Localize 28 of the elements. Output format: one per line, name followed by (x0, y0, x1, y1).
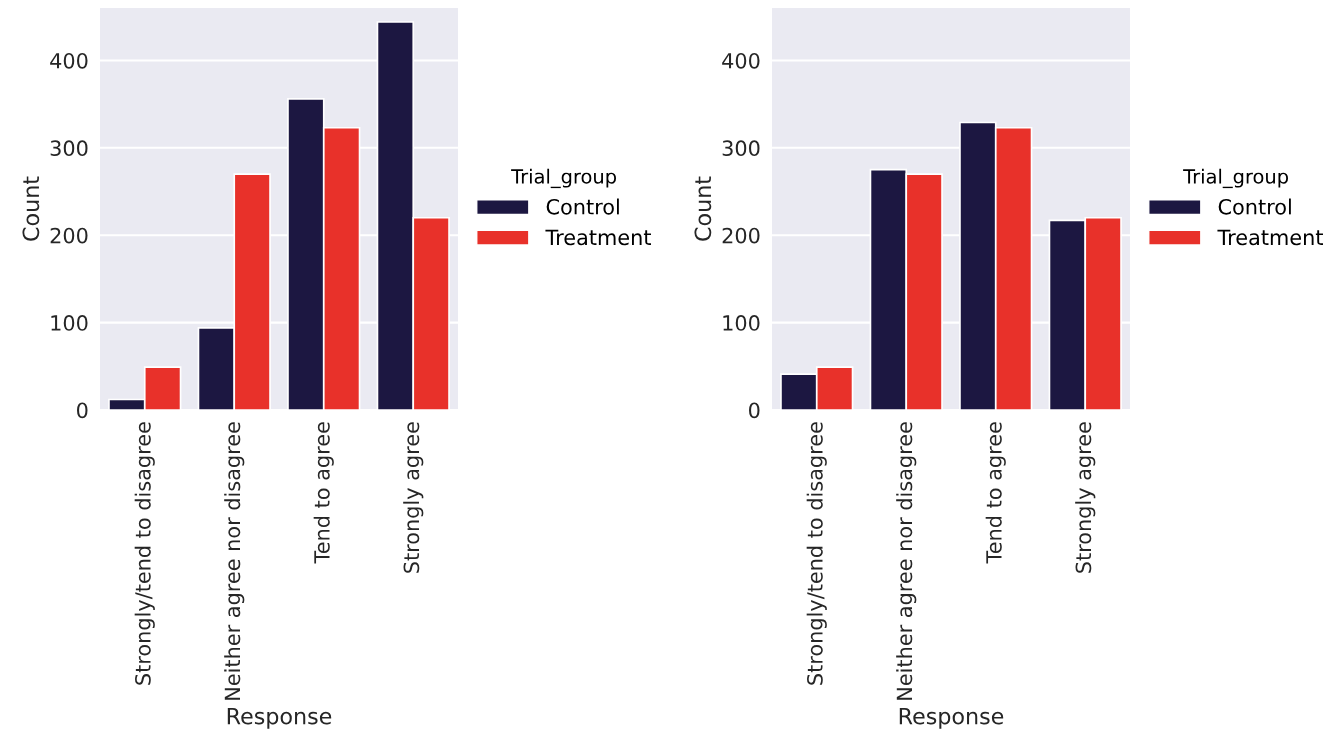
x-tick-label: Strongly/tend to disagree (134, 422, 155, 685)
x-tick-label: Tend to agree (985, 422, 1006, 564)
y-tick-label: 0 (77, 402, 88, 419)
x-tick-label: Strongly agree (1075, 422, 1096, 573)
y-axis-title: Count (694, 176, 712, 241)
legend-label: Control (546, 198, 619, 215)
x-tick-label: Neither agree nor disagree (896, 422, 917, 700)
legend-label: Control (1218, 198, 1291, 215)
legend-label: Treatment (545, 229, 651, 246)
x-axis-title: Response (899, 708, 1004, 729)
x-tick-label: Strongly/tend to disagree (806, 422, 827, 685)
x-axis-title: Response (227, 708, 332, 729)
x-tick-label: Neither agree nor disagree (224, 422, 245, 700)
y-tick-label: 0 (749, 402, 760, 419)
x-tick-label: Tend to agree (313, 422, 334, 564)
y-tick-label: 300 (50, 140, 88, 157)
y-tick-label: 200 (722, 227, 760, 244)
y-tick-label: 400 (722, 52, 760, 69)
legend-title: Trial_group (1183, 168, 1289, 189)
y-tick-label: 400 (50, 52, 88, 69)
legend-label: Treatment (1217, 229, 1323, 246)
y-tick-label: 200 (50, 227, 88, 244)
legend-title: Trial_group (511, 168, 617, 189)
y-tick-label: 300 (722, 140, 760, 157)
y-tick-label: 100 (51, 315, 88, 331)
y-axis-title: Count (22, 176, 40, 241)
y-tick-label: 100 (723, 315, 760, 331)
x-tick-label: Strongly agree (403, 422, 424, 573)
